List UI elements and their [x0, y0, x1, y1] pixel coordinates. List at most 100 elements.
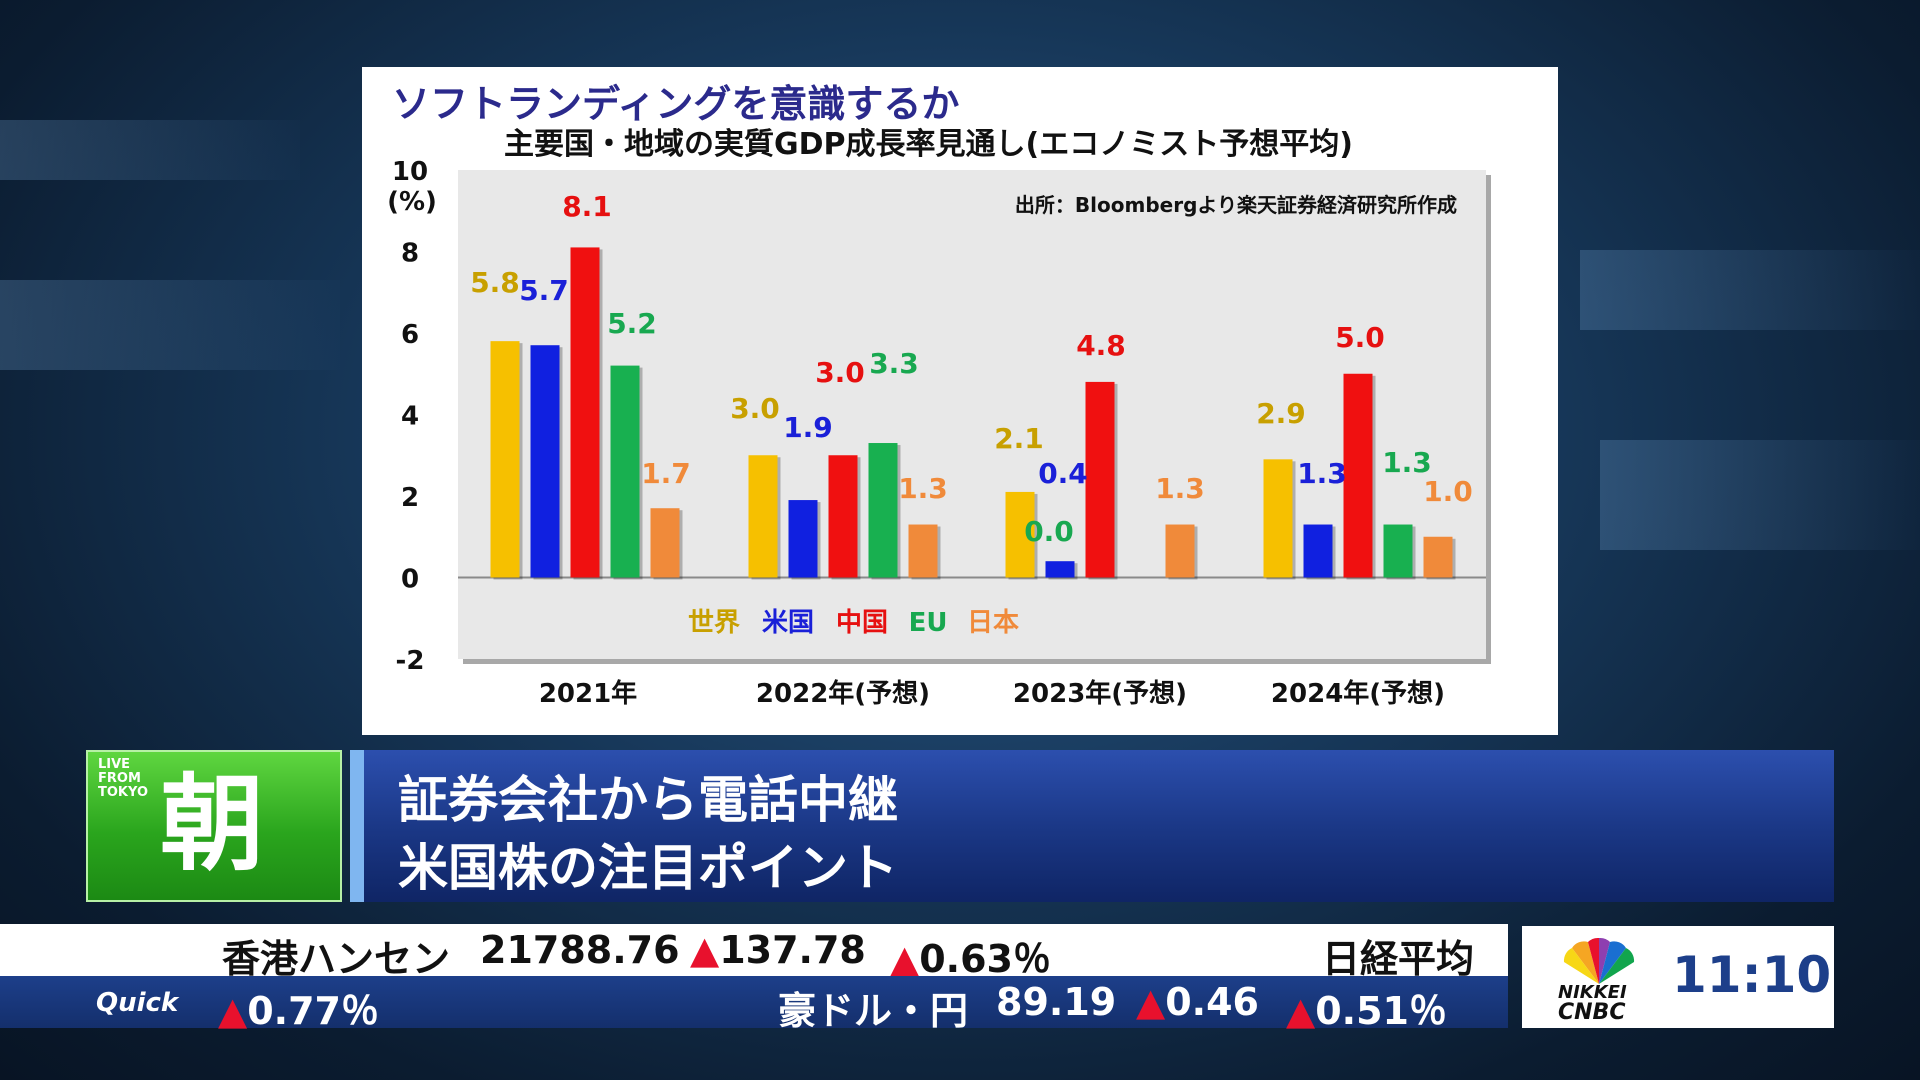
y-tick-label: 4 [401, 402, 419, 432]
ticker-next-index-name: 日経平均 [1322, 937, 1475, 981]
bar [1045, 561, 1075, 578]
data-label: 0.0 [1024, 515, 1074, 548]
x-tick-label: 2021年 [539, 678, 637, 709]
data-label: 5.7 [519, 274, 569, 307]
channel-logo-box: NIKKEI CNBC 11:10 [1522, 926, 1834, 1028]
up-arrow-icon: ▲ [218, 989, 248, 1033]
background-panel [1580, 250, 1920, 330]
y-tick-label: 6 [401, 320, 419, 350]
data-label: 1.0 [1423, 475, 1473, 508]
ticker-top: 香港ハンセン 21788.76 ▲137.78 ▲0.63％ 日経平均 [0, 924, 1508, 981]
data-label: 1.9 [783, 411, 833, 444]
ticker-number: 137.78 [719, 928, 866, 972]
ticker-fx-value: 89.19 [996, 980, 1117, 1024]
data-label: 3.0 [730, 392, 780, 425]
background-panel [1600, 440, 1920, 550]
live-line: FROM [98, 771, 141, 786]
ticker-number: 0.77％ [247, 989, 379, 1033]
data-label: 1.3 [1382, 446, 1432, 479]
ticker-bottom: Quick ▲0.77％ 豪ドル・円 89.19 ▲0.46 ▲0.51％ [0, 976, 1508, 1033]
data-label: 2.1 [994, 422, 1044, 455]
ticker-index-pct: ▲0.63％ [890, 928, 1051, 983]
live-from-tokyo-label: LIVE FROM TOKYO [98, 758, 148, 800]
bar [650, 508, 680, 578]
quick-logo: Quick [96, 988, 179, 1018]
bar [1263, 459, 1293, 578]
ticker-fx-name: 豪ドル・円 [778, 989, 969, 1033]
bar [868, 443, 898, 578]
data-label: 1.3 [1297, 457, 1347, 490]
y-tick-label: 8 [401, 239, 419, 269]
y-unit-label: (%) [387, 187, 437, 217]
headline-line-2: 米国株の注目ポイント [398, 839, 898, 897]
program-badge: LIVE FROM TOKYO 朝 [86, 750, 342, 902]
ticker-fx-change: ▲0.46 [1136, 980, 1259, 1024]
data-label: 5.2 [607, 307, 657, 340]
ticker-index-change: ▲137.78 [690, 928, 866, 972]
y-tick-label: 0 [401, 565, 419, 595]
legend-entry: 米国 [762, 608, 814, 638]
bar [1383, 524, 1413, 578]
bar [610, 365, 640, 578]
peacock-icon [1563, 937, 1635, 984]
ticker-index-name: 香港ハンセン [222, 937, 451, 981]
ticker-fx-pct: ▲0.51％ [1286, 980, 1447, 1035]
live-line: LIVE [98, 757, 131, 772]
up-arrow-icon: ▲ [1286, 989, 1316, 1033]
up-arrow-icon: ▲ [890, 937, 920, 981]
bar [788, 500, 818, 578]
bar [748, 455, 778, 578]
bar [1303, 524, 1333, 578]
bar [530, 345, 560, 578]
data-label: 3.3 [869, 347, 919, 380]
chart-title: ソフトランディングを意識するか [392, 82, 960, 126]
ticker-index-value: 21788.76 [480, 928, 680, 972]
data-label: 5.0 [1335, 321, 1385, 354]
chart-subtitle: 主要国・地域の実質GDP成長率見通し(エコノミスト予想平均) [504, 127, 1353, 162]
data-label: 1.7 [641, 457, 691, 490]
bar [490, 341, 520, 578]
ticker-prev-pct: ▲0.77％ [218, 980, 379, 1035]
legend-entry: 中国 [836, 608, 888, 638]
source-note: 出所：Bloombergより楽天証券経済研究所作成 [1015, 193, 1457, 217]
data-label: 4.8 [1076, 329, 1126, 362]
y-tick-label: 10 [392, 157, 428, 187]
up-arrow-icon: ▲ [690, 928, 720, 972]
bar [1085, 381, 1115, 578]
bar [1423, 536, 1453, 578]
data-label: 1.3 [1155, 472, 1205, 505]
gdp-bar-chart: -2 0 2 4 6 8 10(%) 出所：Bloombergより楽天証券経済研究所作成 5.8… [387, 157, 1491, 709]
bar [828, 455, 858, 578]
ticker-number: 0.46 [1165, 980, 1259, 1024]
data-label: 1.3 [898, 472, 948, 505]
up-arrow-icon: ▲ [1136, 980, 1166, 1024]
live-line: TOKYO [98, 785, 148, 800]
legend-entry: EU [909, 608, 948, 638]
cnbc-label: CNBC [1558, 1000, 1626, 1025]
x-tick-label: 2022年(予想) [756, 678, 930, 709]
legend-entry: 世界 [688, 608, 740, 638]
bar [1165, 524, 1195, 578]
x-tick-label: 2023年(予想) [1013, 678, 1187, 709]
data-label: 2.9 [1256, 397, 1306, 430]
data-label: 0.4 [1038, 457, 1088, 490]
background-panel [0, 280, 340, 370]
chart-card: ソフトランディングを意識するか 主要国・地域の実質GDP成長率見通し(エコノミス… [362, 67, 1558, 735]
y-tick-label: 2 [401, 483, 419, 513]
nikkei-label: NIKKEI [1558, 982, 1627, 1003]
data-label: 8.1 [562, 190, 612, 223]
data-label: 3.0 [815, 356, 865, 389]
ticker-number: 0.51％ [1315, 989, 1447, 1033]
bar [1005, 491, 1035, 578]
x-tick-label: 2024年(予想) [1271, 678, 1445, 709]
data-label: 5.8 [470, 266, 520, 299]
headline-line-1: 証券会社から電話中継 [398, 771, 898, 829]
clock: 11:10 [1672, 946, 1832, 1004]
headline-bar: 証券会社から電話中継 米国株の注目ポイント [350, 750, 1834, 902]
bar [570, 247, 600, 578]
program-title: 朝 [160, 763, 265, 885]
bar [1343, 373, 1373, 578]
background-panel [0, 120, 300, 180]
bar [908, 524, 938, 578]
y-tick-label: -2 [396, 646, 425, 676]
